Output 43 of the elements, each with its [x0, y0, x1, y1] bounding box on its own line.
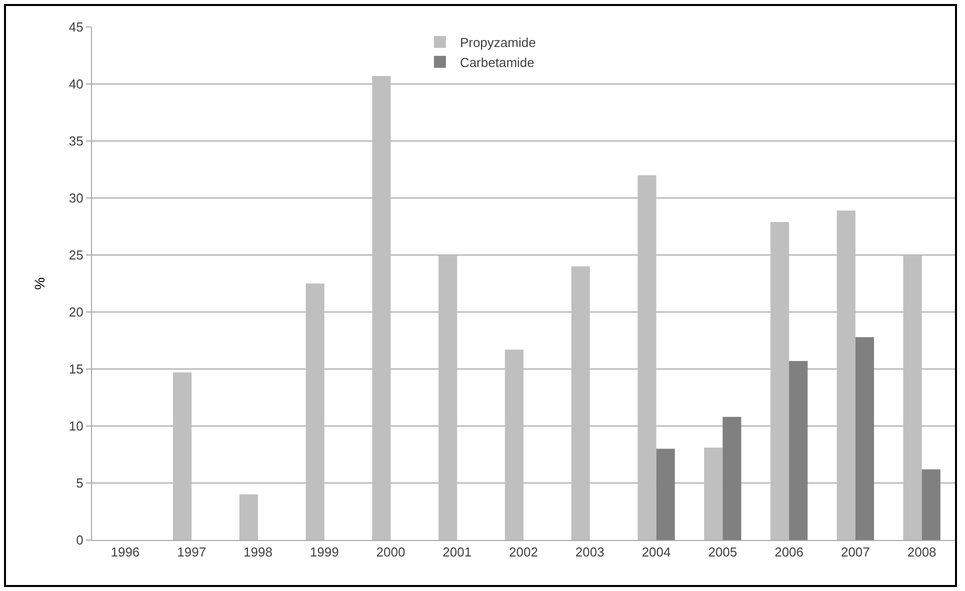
x-tick-label: 2004 — [642, 544, 671, 560]
y-tick-label: 45 — [68, 20, 84, 35]
y-tick-label: 10 — [68, 418, 84, 434]
bar — [438, 255, 458, 540]
bar — [836, 210, 856, 540]
y-axis-title: % — [32, 277, 48, 290]
x-tick-label: 2000 — [376, 544, 406, 560]
x-tick-label: 2001 — [442, 544, 472, 560]
x-tick-label: 2007 — [840, 544, 870, 560]
legend-label: Propyzamide — [460, 35, 536, 50]
bar — [770, 222, 790, 540]
bar — [722, 416, 742, 540]
bar — [704, 448, 723, 540]
legend-label: Carbetamide — [460, 54, 534, 70]
y-tick-label: 0 — [76, 532, 84, 548]
x-tick-label: 2002 — [509, 544, 538, 560]
bar — [571, 266, 590, 540]
y-tick-label: 40 — [68, 76, 84, 92]
y-tick-label: 5 — [76, 476, 84, 491]
y-tick-label: 35 — [68, 134, 84, 149]
bar — [855, 337, 874, 540]
y-tick-label: 25 — [68, 248, 84, 263]
x-tick-label: 2008 — [907, 544, 936, 560]
bar — [306, 284, 324, 540]
x-tick-label: 2006 — [774, 544, 804, 560]
y-tick-label: 15 — [68, 362, 84, 377]
x-tick-label: 1998 — [244, 544, 272, 560]
x-tick-label: 1996 — [110, 544, 140, 560]
y-tick-label: 30 — [68, 190, 84, 206]
bar — [922, 469, 940, 540]
bar — [239, 494, 258, 540]
bar — [638, 175, 656, 540]
bar — [903, 255, 922, 540]
bar — [656, 448, 675, 540]
x-tick-label: 1997 — [177, 544, 206, 560]
bar — [372, 76, 391, 540]
bar — [172, 372, 192, 540]
x-tick-label: 2003 — [575, 544, 604, 560]
x-tick-label: 2005 — [708, 544, 738, 560]
x-tick-label: 1999 — [310, 544, 339, 560]
bar — [504, 350, 524, 540]
y-tick-label: 20 — [68, 304, 84, 320]
bar — [789, 361, 808, 540]
